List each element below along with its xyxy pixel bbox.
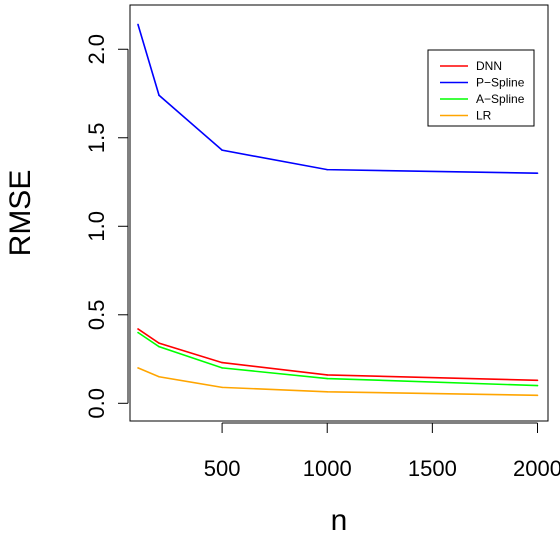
y-tick-label: 0.5 xyxy=(84,299,109,330)
series-line-a-spline xyxy=(137,331,538,387)
legend-label: DNN xyxy=(476,59,502,73)
x-axis: 500 1000 1500 2000 xyxy=(204,422,560,481)
y-tick-label: 1.0 xyxy=(84,211,109,242)
data-point-lr xyxy=(326,390,329,393)
data-point-p-spline xyxy=(326,168,329,171)
y-tick-label: 0.0 xyxy=(84,388,109,419)
data-point-lr xyxy=(536,394,539,397)
data-point-p-spline xyxy=(536,172,539,174)
data-point-lr xyxy=(158,375,160,378)
legend-label: A−Spline xyxy=(476,92,525,106)
data-point-dnn xyxy=(221,361,223,364)
y-tick-label: 1.5 xyxy=(84,122,109,153)
legend: DNN P−Spline A−Spline LR xyxy=(427,49,535,127)
series-lines xyxy=(137,23,539,397)
x-tick-label: 2000 xyxy=(513,456,560,481)
data-point-a-spline xyxy=(326,377,329,380)
data-point-a-spline xyxy=(536,384,539,387)
y-axis-title: RMSE xyxy=(4,170,37,257)
data-point-p-spline xyxy=(221,149,223,151)
series-line-dnn xyxy=(137,328,538,382)
legend-label: LR xyxy=(476,109,492,123)
legend-label: P−Spline xyxy=(476,76,525,90)
data-point-dnn xyxy=(536,379,539,382)
data-point-p-spline xyxy=(137,23,139,26)
y-tick-label: 2.0 xyxy=(84,34,109,65)
data-point-a-spline xyxy=(158,345,160,348)
data-point-lr xyxy=(137,367,139,369)
data-point-dnn xyxy=(158,342,160,344)
data-point-dnn xyxy=(137,328,139,330)
x-tick-label: 500 xyxy=(204,456,241,481)
data-point-a-spline xyxy=(137,331,139,334)
legend-box xyxy=(427,49,535,127)
x-tick-label: 1500 xyxy=(408,456,457,481)
data-point-a-spline xyxy=(221,367,223,369)
data-point-p-spline xyxy=(158,94,160,97)
data-point-dnn xyxy=(326,374,329,376)
data-point-lr xyxy=(221,386,223,389)
x-axis-title: n xyxy=(331,504,348,536)
series-line-lr xyxy=(137,367,538,397)
x-tick-label: 1000 xyxy=(303,456,352,481)
y-axis: 0.0 0.5 1.0 1.5 2.0 xyxy=(84,34,129,419)
plot-frame xyxy=(129,4,549,422)
